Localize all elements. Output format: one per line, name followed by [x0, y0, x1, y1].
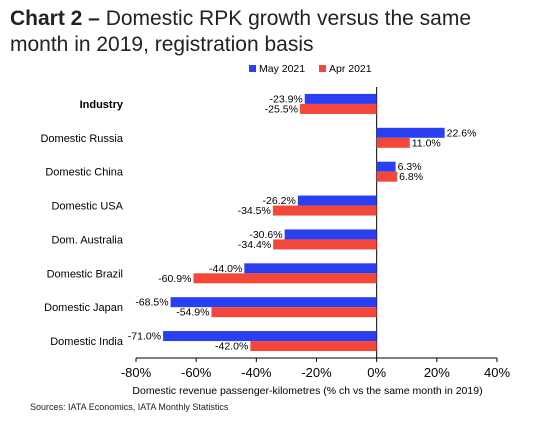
data-label: -71.0%	[128, 331, 161, 343]
category-label: Industry	[80, 99, 124, 111]
bar	[211, 307, 377, 318]
category-label: Domestic Brazil	[47, 268, 123, 280]
category-label: Domestic USA	[51, 201, 123, 213]
data-label: -34.5%	[238, 205, 271, 217]
data-label: 6.8%	[399, 171, 423, 183]
data-label: 11.0%	[412, 137, 441, 149]
chart-title-bold: Chart 2 –	[10, 7, 100, 30]
category-label: Domestic China	[45, 167, 124, 179]
data-label: -23.9%	[269, 93, 302, 105]
data-label: -54.9%	[176, 307, 209, 319]
source-note: Sources: IATA Economics, IATA Monthly St…	[30, 402, 229, 412]
bar	[272, 205, 377, 216]
legend-label: May 2021	[259, 63, 305, 75]
data-label: -34.4%	[238, 239, 271, 251]
data-label: -42.0%	[215, 341, 248, 353]
x-tick-label: 20%	[424, 365, 450, 380]
bar	[304, 93, 377, 104]
x-tick-label: -20%	[301, 365, 332, 380]
bar	[284, 229, 377, 240]
data-label: 22.6%	[447, 127, 477, 139]
data-label: -68.5%	[135, 297, 168, 309]
category-label: Domestic Russia	[40, 133, 123, 145]
category-label: Dom. Australia	[51, 234, 123, 246]
bar	[244, 263, 377, 274]
bar	[193, 273, 377, 284]
legend-swatch	[319, 65, 326, 72]
x-tick-label: -40%	[241, 365, 272, 380]
bar	[376, 161, 396, 172]
legend-swatch	[249, 65, 256, 72]
x-axis-label: Domestic revenue passenger-kilometres (%…	[132, 385, 482, 397]
data-label: -44.0%	[209, 263, 242, 275]
data-label: -60.9%	[158, 273, 191, 285]
x-tick-label: 40%	[484, 365, 510, 380]
category-label: Domestic Japan	[44, 302, 123, 314]
data-label: 6.3%	[398, 161, 422, 173]
category-label: Domestic India	[50, 336, 124, 348]
data-label: -25.5%	[265, 103, 298, 115]
legend-label: Apr 2021	[329, 63, 372, 75]
data-label: -26.2%	[263, 195, 296, 207]
x-tick-label: -80%	[121, 365, 152, 380]
bar	[376, 171, 398, 182]
bar	[297, 195, 377, 206]
x-tick-label: 0%	[367, 365, 386, 380]
bar	[170, 297, 377, 308]
x-tick-label: -60%	[181, 365, 212, 380]
bar	[273, 239, 377, 250]
chart-title-text: Domestic RPK growth versus the same mont…	[10, 7, 472, 56]
bar	[376, 137, 410, 148]
bar	[376, 127, 445, 138]
bar	[299, 103, 377, 114]
bar	[163, 331, 377, 342]
chart-title: Chart 2 – Domestic RPK growth versus the…	[10, 6, 535, 58]
data-label: -30.6%	[249, 229, 282, 241]
bar	[250, 341, 377, 352]
